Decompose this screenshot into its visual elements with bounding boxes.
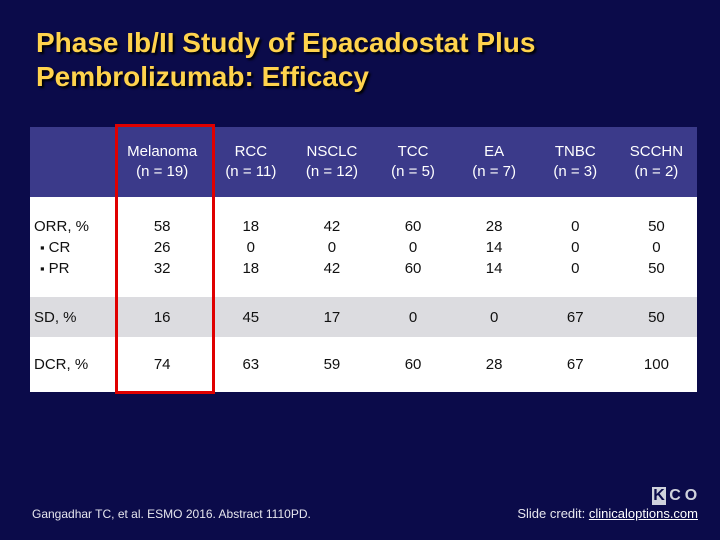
citation: Gangadhar TC, et al. ESMO 2016. Abstract…: [32, 507, 311, 521]
header-melanoma: Melanoma (n = 19): [127, 143, 198, 180]
sd-cell: 0: [408, 308, 418, 326]
dcr-cell: 59: [323, 356, 341, 373]
sub-label-pr: PR: [34, 258, 114, 279]
header-scchn: SCCHN (n = 2): [629, 143, 684, 180]
clinical-care-options-logo: K C O: [652, 487, 698, 505]
orr-cell: 58 26 32: [153, 217, 171, 277]
dcr-cell: 28: [485, 356, 503, 373]
clinicaloptions-link[interactable]: clinicaloptions.com: [588, 506, 698, 521]
slide-credit: Slide credit: clinicaloptions.com: [517, 506, 698, 521]
logo-glyph: C: [669, 487, 681, 504]
sd-cell: 67: [566, 308, 584, 326]
row-label-dcr: DCR, %: [34, 356, 89, 373]
dcr-cell: 63: [242, 356, 260, 373]
sub-label-cr: CR: [34, 237, 114, 258]
slide-credit-prefix: Slide credit:: [517, 506, 589, 521]
dcr-cell: 100: [643, 356, 669, 373]
orr-cell: 50 0 50: [648, 217, 665, 277]
sd-cell: 16: [153, 308, 171, 326]
header-nsclc: NSCLC (n = 12): [305, 143, 358, 180]
logo-glyph: K: [652, 487, 666, 505]
orr-cell: 28 14 14: [485, 217, 503, 277]
orr-cell: 18 0 18: [242, 217, 260, 277]
slide-title-line-2: Pembrolizumab: Efficacy: [36, 61, 369, 92]
table-row-dcr: DCR, % 74 63 59 60 28 67 100: [30, 337, 697, 392]
efficacy-table: Melanoma (n = 19) RCC (n = 11) NSCLC (n = 1…: [30, 127, 697, 392]
dcr-cell: 60: [404, 356, 422, 373]
sd-cell: 50: [648, 308, 665, 326]
slide-title: Phase Ib/II Study of Epacadostat Plus Pe…: [36, 26, 696, 94]
header-tcc: TCC (n = 5): [391, 143, 435, 180]
sd-cell: 17: [323, 308, 341, 326]
header-corner-cell: [30, 127, 114, 197]
header-ea: EA (n = 7): [472, 143, 517, 180]
sd-cell: 45: [242, 308, 260, 326]
header-tnbc: TNBC (n = 3): [553, 143, 598, 180]
row-label-orr: ORR, % CR PR: [30, 197, 114, 297]
slide-title-line-1: Phase Ib/II Study of Epacadostat Plus: [36, 27, 536, 58]
orr-cell: 42 0 42: [323, 217, 341, 277]
orr-cell: 60 0 60: [404, 217, 422, 277]
logo-glyph: O: [684, 487, 698, 504]
row-label-sd: SD, %: [34, 308, 77, 326]
dcr-cell: 67: [566, 356, 584, 373]
table-header-row: Melanoma (n = 19) RCC (n = 11) NSCLC (n = 1…: [30, 127, 697, 197]
dcr-cell: 74: [153, 356, 171, 373]
table-row-sd: SD, % 16 45 17 0 0 67 50: [30, 297, 697, 337]
sd-cell: 0: [489, 308, 499, 326]
header-rcc: RCC (n = 11): [225, 143, 277, 180]
